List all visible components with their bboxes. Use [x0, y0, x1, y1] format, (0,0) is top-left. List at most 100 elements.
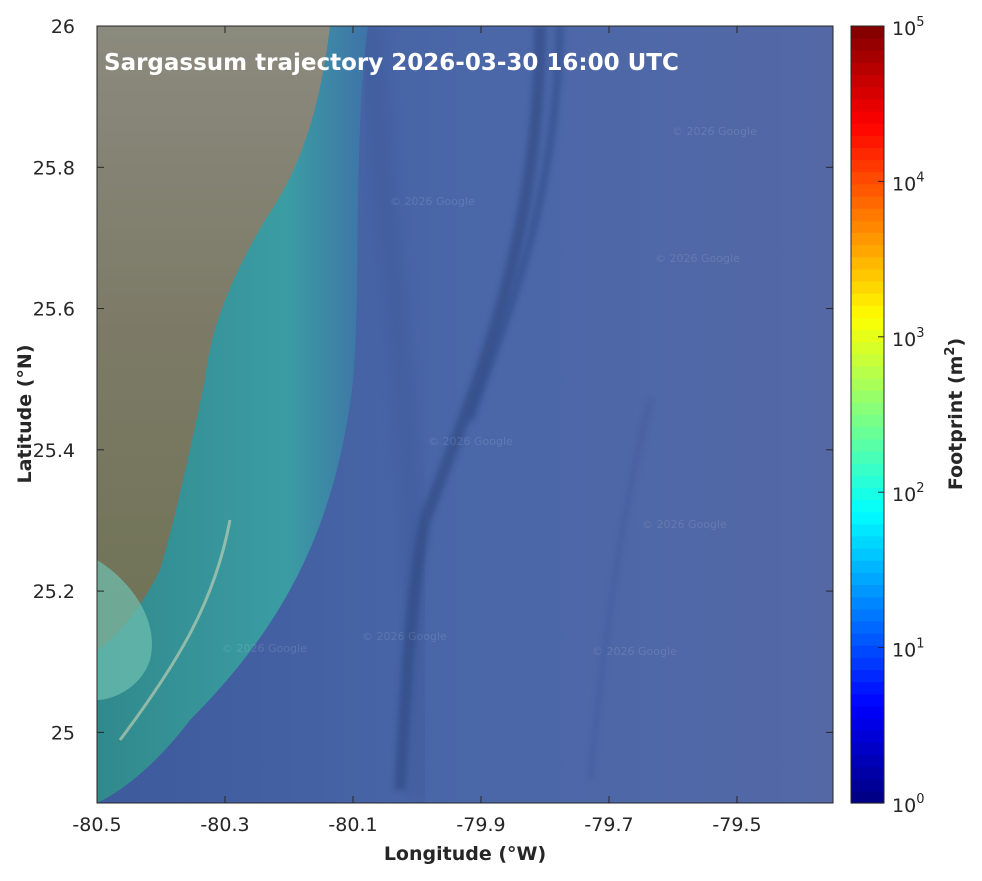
colorbar-tick-label: 104 [892, 170, 924, 195]
colorbar-band [851, 98, 884, 112]
colorbar-band [851, 414, 884, 428]
watermark-text: © 2026 Google [655, 252, 740, 265]
colorbar-band [851, 305, 884, 318]
colorbar-band [851, 110, 884, 124]
colorbar-ticks: 100 101 102 103 104 105 [878, 15, 924, 817]
colorbar-band [851, 718, 884, 731]
watermark-text: © 2026 Google [390, 195, 475, 208]
watermark-text: © 2026 Google [672, 125, 757, 138]
bay-shallows [97, 560, 152, 700]
x-tick-label: -79.7 [584, 814, 633, 836]
colorbar-band [851, 38, 884, 51]
colorbar-band [851, 62, 884, 76]
colorbar-band [851, 511, 884, 525]
colorbar-band [851, 535, 884, 549]
colorbar-band [851, 329, 884, 343]
colorbar-band [851, 208, 884, 221]
colorbar-band [851, 754, 884, 768]
y-tick-label: 25.6 [33, 299, 75, 321]
colorbar-band [851, 657, 884, 671]
colorbar-tick-label: 103 [892, 326, 924, 351]
colorbar-band [851, 438, 884, 452]
y-axis: 25 25.2 25.4 25.6 25.8 26 [33, 16, 833, 744]
colorbar-band [851, 487, 884, 501]
colorbar-band [851, 159, 884, 173]
colorbar-band [851, 171, 884, 185]
y-tick-label: 26 [51, 16, 75, 38]
x-tick-label: -80.5 [72, 814, 121, 836]
front-streak-1 [394, 26, 546, 791]
x-tick-label: -80.3 [200, 814, 249, 836]
y-tick-label: 25.8 [33, 157, 75, 179]
colorbar-band [851, 633, 884, 646]
satellite-basemap [97, 26, 833, 803]
plot-title: Sargassum trajectory 2026-03-30 16:00 UT… [104, 50, 679, 76]
watermark-text: © 2026 Google [642, 518, 727, 531]
y-tick-label: 25 [51, 722, 75, 744]
x-tick-label: -80.1 [328, 814, 377, 836]
colorbar-band [851, 596, 884, 610]
colorbar-band [851, 645, 884, 658]
colorbar-band [851, 560, 884, 573]
colorbar-band [851, 341, 884, 355]
x-axis-label: Longitude (°W) [384, 843, 546, 865]
colorbar-band [851, 220, 884, 233]
colorbar-band [851, 475, 884, 488]
x-tick-label: -79.9 [456, 814, 505, 836]
colorbar-band [851, 256, 884, 270]
colorbar-band [851, 778, 884, 792]
colorbar-band [851, 620, 884, 634]
colorbar-tick-label: 101 [892, 637, 924, 662]
front-streak-2 [466, 26, 564, 422]
colorbar-band [851, 669, 884, 683]
watermark-text: © 2026 Google [428, 435, 513, 448]
colorbar-band [851, 402, 884, 416]
colorbar-band [851, 426, 884, 440]
colorbar-band [851, 147, 884, 161]
colorbar-band [851, 523, 884, 537]
front-streak-3 [587, 399, 653, 781]
land-area [97, 26, 330, 650]
colorbar-band [851, 693, 884, 707]
colorbar-band [851, 378, 884, 391]
gulf-stream-streak [358, 26, 432, 803]
colorbar-band [851, 365, 884, 379]
colorbar-label: Footprint (m2) [943, 338, 967, 490]
colorbar-band [851, 50, 884, 64]
colorbar-band [851, 499, 884, 513]
keys-chain [118, 519, 232, 741]
colorbar-band [851, 135, 884, 149]
colorbar-band [851, 86, 884, 100]
colorbar-tick-label: 105 [892, 15, 924, 40]
colorbar-band [851, 450, 884, 464]
x-axis: -80.5 -80.3 -80.1 -79.9 -79.7 -79.5 [72, 26, 762, 836]
colorbar-band [851, 26, 884, 39]
colorbar-band [851, 390, 884, 403]
watermark-text: © 2026 Google [222, 642, 307, 655]
colorbar-band [851, 705, 884, 719]
colorbar [851, 26, 884, 804]
colorbar-band [851, 74, 884, 88]
x-tick-label: -79.5 [712, 814, 761, 836]
colorbar-band [851, 293, 884, 306]
colorbar-band [851, 317, 884, 331]
colorbar-band [851, 584, 884, 598]
watermark-layer: © 2026 Google © 2026 Google © 2026 Google ©… [222, 125, 757, 658]
colorbar-band [851, 183, 884, 197]
colorbar-band [851, 730, 884, 743]
colorbar-band [851, 548, 884, 561]
colorbar-band [851, 742, 884, 756]
colorbar-frame [850, 25, 885, 804]
colorbar-band [851, 766, 884, 780]
colorbar-band [851, 195, 884, 209]
colorbar-label-superscript: 2 [943, 347, 958, 356]
colorbar-band [851, 681, 884, 695]
colorbar-band [851, 280, 884, 294]
watermark-text: © 2026 Google [592, 645, 677, 658]
colorbar-band [851, 353, 884, 367]
colorbar-band [851, 232, 884, 246]
colorbar-tick-label: 102 [892, 481, 924, 506]
colorbar-band [851, 608, 884, 622]
colorbar-band [851, 123, 884, 136]
